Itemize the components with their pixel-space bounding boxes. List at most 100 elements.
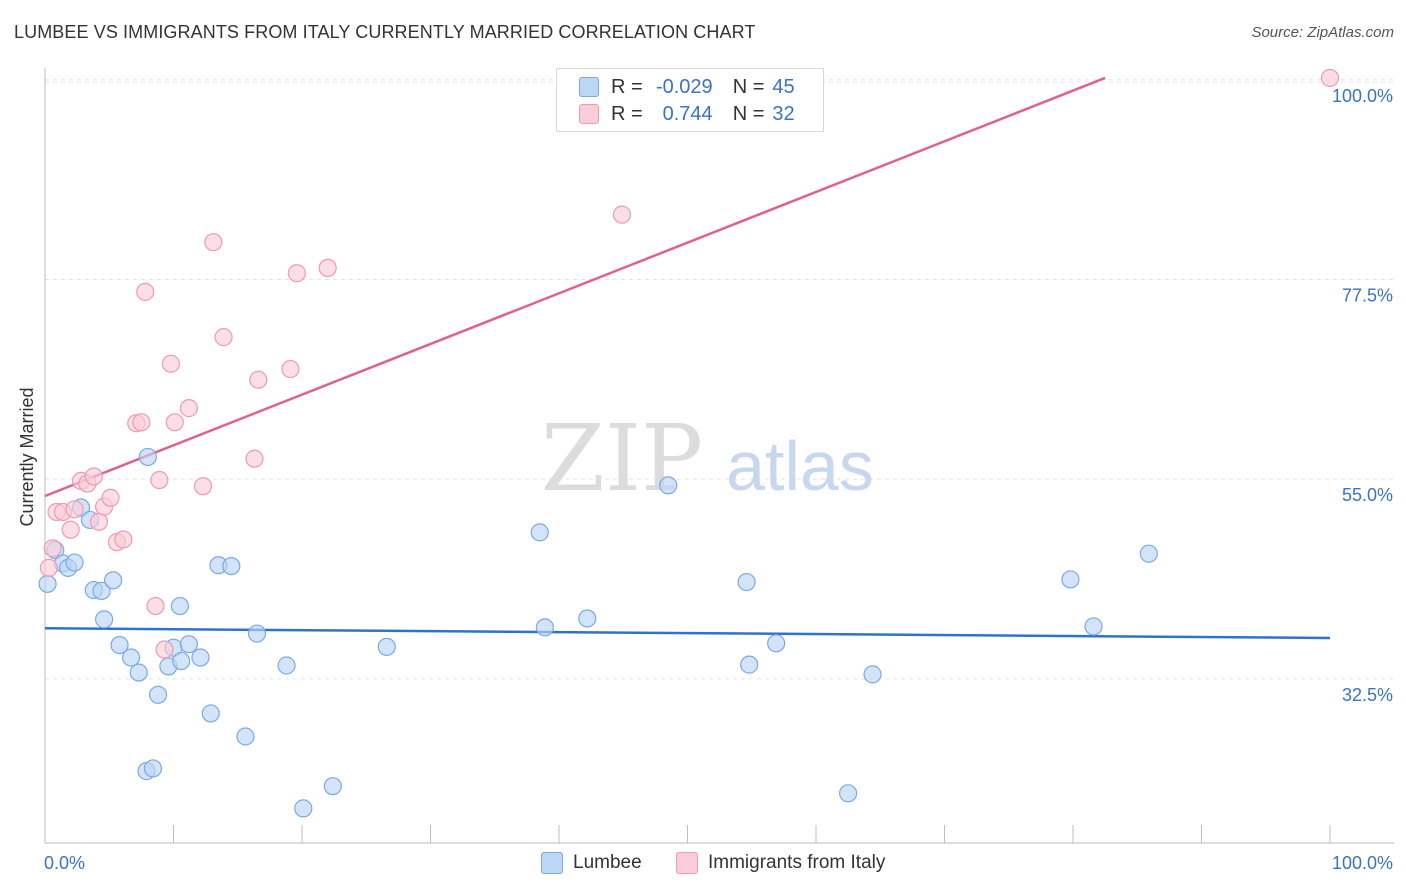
lumbee-point xyxy=(172,651,191,671)
italy-point xyxy=(150,470,169,490)
lumbee-point xyxy=(179,635,199,654)
italy-point xyxy=(287,264,306,283)
italy-point xyxy=(161,354,181,373)
italy-point xyxy=(165,413,184,432)
legend-swatch-lumbee xyxy=(579,77,599,97)
italy-point xyxy=(179,399,199,418)
source-label: Source: ZipAtlas.com xyxy=(1251,24,1394,41)
lumbee-point xyxy=(1139,544,1158,563)
lumbee-point xyxy=(222,556,241,576)
y-tick-label: 55.0% xyxy=(1342,485,1393,505)
stats-legend: R = -0.029 N = 45 R = 0.744 N = 32 xyxy=(556,68,824,132)
lumbee-point xyxy=(1061,570,1080,589)
legend-swatch-lumbee xyxy=(541,852,563,874)
lumbee-point xyxy=(95,610,114,629)
lumbee-point xyxy=(294,799,313,818)
lumbee-point xyxy=(578,609,597,628)
legend-r-value: -0.029 xyxy=(655,75,713,98)
y-tick-label: 100.0% xyxy=(1332,86,1393,106)
watermark-atlas: atlas xyxy=(726,427,874,505)
italy-point xyxy=(204,233,223,252)
lumbee-point xyxy=(839,784,858,803)
axes xyxy=(44,68,1394,844)
legend-label-lumbee: Lumbee xyxy=(573,852,642,873)
legend-item-italy[interactable]: Immigrants from Italy xyxy=(676,852,885,874)
chart-title: LUMBEE VS IMMIGRANTS FROM ITALY CURRENTL… xyxy=(14,22,756,42)
legend-n-value: 32 xyxy=(772,102,795,125)
italy-point xyxy=(245,449,264,468)
lumbee-point xyxy=(121,648,141,667)
lumbee-point xyxy=(143,759,163,778)
legend-item-lumbee[interactable]: Lumbee xyxy=(541,852,642,874)
italy-point xyxy=(39,558,58,577)
lumbee-point xyxy=(191,648,210,667)
tick-labels: 32.5% 55.0% 77.5% 100.0% 0.0% 100.0% xyxy=(44,86,1393,873)
scatter-points xyxy=(38,68,1340,818)
legend-r-label: R = xyxy=(611,102,643,125)
lumbee-trendline xyxy=(44,626,1331,640)
y-axis-label: Currently Married xyxy=(17,387,37,526)
lumbee-point xyxy=(38,574,57,593)
lumbee-point xyxy=(277,656,296,675)
x-tick-label: 0.0% xyxy=(44,853,85,873)
italy-point xyxy=(146,596,165,616)
italy-point xyxy=(318,258,337,277)
lumbee-point xyxy=(740,655,759,674)
bottom-legend: Lumbee Immigrants from Italy xyxy=(0,852,1406,878)
lumbee-point xyxy=(863,665,882,684)
lumbee-point xyxy=(236,727,255,746)
y-tick-label: 32.5% xyxy=(1342,685,1393,705)
italy-point xyxy=(249,370,268,389)
italy-point xyxy=(61,520,80,539)
italy-point xyxy=(155,640,174,659)
legend-r-value: 0.744 xyxy=(662,102,713,125)
legend-n-value: 45 xyxy=(772,75,795,98)
italy-point xyxy=(281,359,300,379)
lumbee-point xyxy=(247,624,267,643)
italy-point xyxy=(193,477,213,496)
italy-point xyxy=(136,282,155,301)
italy-point xyxy=(84,467,103,486)
gridlines xyxy=(45,79,1394,680)
italy-point xyxy=(89,512,109,531)
lumbee-point xyxy=(129,663,148,682)
legend-swatch-italy xyxy=(579,104,599,124)
lumbee-point xyxy=(92,581,111,601)
watermark: ZIP atlas xyxy=(541,405,874,512)
legend-swatch-italy xyxy=(676,852,698,874)
lumbee-point xyxy=(737,572,756,592)
italy-point xyxy=(132,413,151,432)
italy-point xyxy=(101,488,120,507)
y-tick-label: 77.5% xyxy=(1342,285,1393,305)
italy-point xyxy=(214,328,233,347)
legend-n-label: N = xyxy=(732,102,765,125)
trendlines xyxy=(44,76,1331,640)
legend-n-label: N = xyxy=(732,75,765,98)
italy-point xyxy=(65,500,84,519)
italy-point xyxy=(114,530,133,549)
legend-row-italy: R = 0.744 N = 32 xyxy=(579,102,795,126)
lumbee-point xyxy=(535,618,554,637)
lumbee-point xyxy=(530,523,549,542)
lumbee-point xyxy=(110,635,129,655)
x-tick-label: 100.0% xyxy=(1332,853,1393,873)
lumbee-point xyxy=(1084,617,1103,636)
italy-trendline xyxy=(44,76,1106,498)
lumbee-point xyxy=(148,685,168,704)
lumbee-point xyxy=(170,596,190,616)
italy-point xyxy=(1320,68,1340,88)
lumbee-point xyxy=(659,476,678,495)
lumbee-point xyxy=(377,637,396,656)
lumbee-point xyxy=(65,553,84,572)
italy-point xyxy=(612,205,632,224)
lumbee-point xyxy=(767,634,786,653)
lumbee-point xyxy=(323,777,342,796)
lumbee-point xyxy=(138,447,157,467)
lumbee-point xyxy=(104,571,123,590)
watermark-zip: ZIP xyxy=(541,405,703,512)
legend-row-lumbee: R = -0.029 N = 45 xyxy=(579,75,795,99)
legend-label-italy: Immigrants from Italy xyxy=(708,852,886,873)
italy-point xyxy=(43,539,62,558)
legend-r-label: R = xyxy=(611,75,643,98)
